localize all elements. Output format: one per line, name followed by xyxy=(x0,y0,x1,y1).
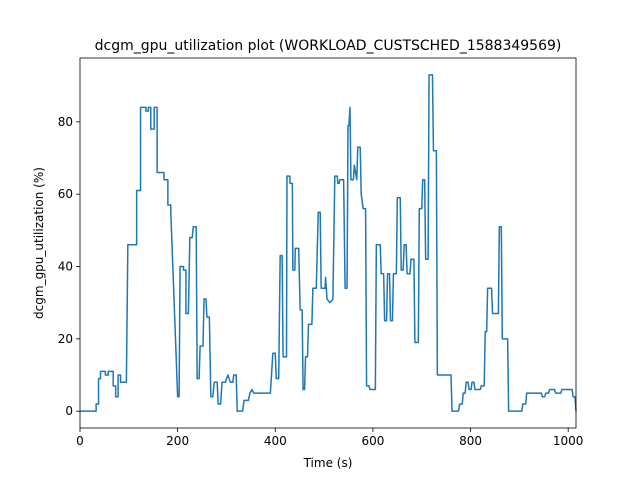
y-tick-label: 20 xyxy=(58,332,73,346)
y-tick-label: 0 xyxy=(65,404,73,418)
x-tick-label: 400 xyxy=(264,434,287,448)
y-axis-label: dcgm_gpu_utilization (%) xyxy=(32,167,46,319)
x-tick-label: 800 xyxy=(459,434,482,448)
y-tick-label: 40 xyxy=(58,260,73,274)
axes-frame xyxy=(79,57,577,429)
y-tick-label: 60 xyxy=(58,187,73,201)
plot-area xyxy=(80,74,577,412)
x-tick-label: 0 xyxy=(76,434,84,448)
x-tick-label: 1000 xyxy=(553,434,584,448)
x-tick-label: 200 xyxy=(166,434,189,448)
x-axis-label: Time (s) xyxy=(303,456,353,470)
data-line xyxy=(80,74,577,412)
y-tick-label: 80 xyxy=(58,115,73,129)
x-tick-label: 600 xyxy=(361,434,384,448)
chart-title: dcgm_gpu_utilization plot (WORKLOAD_CUST… xyxy=(95,38,562,54)
